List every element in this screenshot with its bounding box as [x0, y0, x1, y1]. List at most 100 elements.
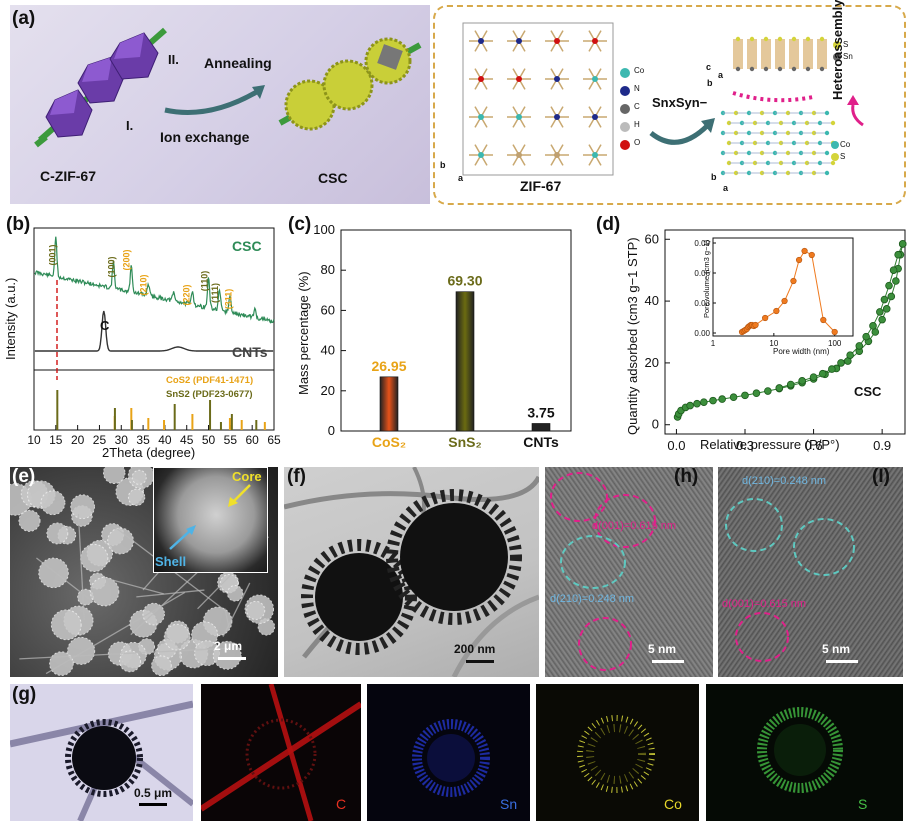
- iso-point: [798, 377, 806, 385]
- iso-xtick-label: 0.3: [736, 438, 754, 453]
- sns2-legend-sn: Sn: [843, 52, 853, 61]
- iso-csc: CSC: [854, 384, 882, 399]
- iso-point: [894, 250, 902, 259]
- cos2-atom: [785, 110, 791, 116]
- inset-xtick-label: 10: [769, 339, 778, 348]
- iso-point: [855, 342, 864, 350]
- sem-particle: [18, 509, 41, 532]
- cos2-atom: [824, 110, 830, 116]
- sem-particle: [70, 494, 95, 520]
- sns2-legend-s: S: [843, 40, 849, 49]
- eds-tem-image: [10, 684, 193, 821]
- iso-point: [885, 281, 893, 290]
- cos2-atom: [726, 120, 732, 126]
- iso-xlabel: Relative pressure (P/P°): [700, 437, 840, 452]
- cos2-atom: [772, 150, 778, 156]
- xrd-xtick-label: 65: [267, 433, 281, 447]
- zif-node: [516, 38, 522, 44]
- cos2-atom: [824, 130, 830, 136]
- sns2-atom: [819, 66, 825, 72]
- inset-point: [820, 316, 827, 324]
- iso-xtick-label: 0.6: [805, 438, 823, 453]
- iso-ytick-label: 40: [645, 293, 659, 308]
- bar-ytick-label: 40: [321, 343, 335, 358]
- inset-point: [801, 247, 808, 255]
- xrd-xtick-label: 40: [158, 433, 172, 447]
- sns2-unit: [803, 39, 813, 69]
- cos2-legend-s: S: [840, 152, 846, 161]
- zif-crystal: [45, 89, 93, 138]
- hrtem-i-image: [718, 467, 903, 677]
- xrd-xtick-label: 25: [93, 433, 107, 447]
- cos2-atom: [804, 140, 810, 146]
- zif-node: [554, 76, 560, 82]
- zif-node: [478, 38, 484, 44]
- peak-111: (111): [210, 282, 221, 304]
- bar-ytick-label: 60: [321, 302, 335, 317]
- eds-map-c: [201, 684, 361, 821]
- particle-dark: [72, 726, 136, 790]
- map-label-c: C: [336, 796, 347, 812]
- cos2-atom: [785, 170, 791, 176]
- cos2-atom: [811, 150, 817, 156]
- map-label-s: S: [858, 796, 868, 812]
- g-scale-label: 0.5 μm: [134, 786, 173, 800]
- sns2-atom: [735, 36, 741, 42]
- i-d210: d(210)=0.248 nm: [742, 475, 827, 487]
- iso-point: [741, 391, 749, 400]
- iso-point: [828, 365, 836, 373]
- sem-particle: [80, 543, 109, 573]
- sem-cnt: [222, 582, 251, 637]
- tem-scalebar: [466, 660, 494, 663]
- inset-point: [781, 297, 788, 305]
- cos2-atom: [798, 110, 804, 116]
- cos2-atom: [726, 140, 732, 146]
- csc-label-a: CSC: [318, 170, 348, 186]
- cos2-atom: [739, 120, 745, 126]
- eds-map-sn: [367, 684, 530, 821]
- iso-point: [786, 380, 795, 389]
- tem-particle-shell: [386, 489, 522, 625]
- cos2-atom: [739, 160, 745, 166]
- sem-particle: [46, 522, 69, 545]
- sem-particle: [102, 467, 126, 485]
- iso-ytick-label: 20: [645, 355, 659, 370]
- zif-node: [516, 76, 522, 82]
- cos2-atom: [791, 140, 797, 146]
- sem-cnt: [136, 589, 205, 598]
- peak-110: (110): [199, 270, 210, 292]
- xrd-xtick-label: 20: [71, 433, 85, 447]
- cos2-atom: [759, 150, 765, 156]
- zif-node: [592, 152, 598, 158]
- cos2-atom: [765, 160, 771, 166]
- xrd-xtick-label: 15: [49, 433, 63, 447]
- sns2-atom: [777, 66, 783, 72]
- zif-node: [554, 114, 560, 120]
- tem-particle-shell: [301, 539, 417, 655]
- sem-image: [10, 467, 278, 677]
- inset-point: [795, 256, 803, 264]
- h-scalebar: [652, 660, 684, 663]
- inset-point: [752, 321, 759, 329]
- inset-ylabel: Pore volume (cm3 g−1): [702, 239, 711, 318]
- cos2-atom: [733, 170, 739, 176]
- sem-cnt: [77, 513, 85, 621]
- sns2-lattice: [733, 36, 827, 72]
- sem-shell-label: Shell: [155, 554, 187, 569]
- cos2-atom: [726, 160, 732, 166]
- sem-inset: [153, 467, 268, 573]
- inset-xtick-label: 1: [711, 339, 716, 348]
- axes-c-top: c: [706, 62, 712, 72]
- axes-a-top: a: [718, 70, 724, 80]
- axes-b-bot: b: [711, 172, 717, 182]
- cos2-atom: [804, 120, 810, 126]
- iso-point: [775, 384, 784, 392]
- reagent-label: SnxSyn−: [652, 95, 708, 110]
- panel-h-label: (h): [674, 466, 699, 487]
- bar-category-label: CoS₂: [372, 434, 406, 450]
- sem-particle: [131, 469, 147, 485]
- panel-g-label: (g): [12, 684, 37, 705]
- zif67-label: ZIF-67: [520, 178, 562, 194]
- inset-point: [831, 328, 838, 336]
- map-label-sn: Sn: [500, 796, 518, 812]
